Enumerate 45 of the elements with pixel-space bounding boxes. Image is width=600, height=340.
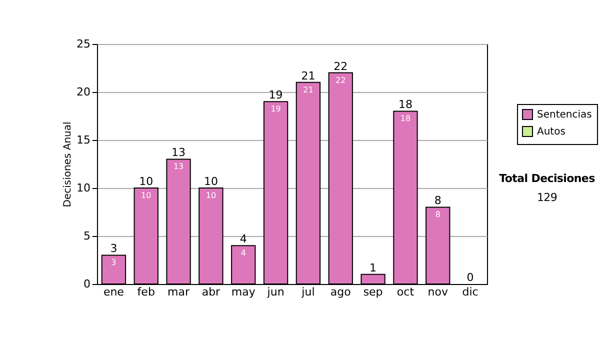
x-tick-label: nov [428, 286, 448, 298]
data-label: 4 [240, 248, 246, 258]
total-label: 3 [110, 242, 118, 256]
total-label: 13 [172, 146, 186, 160]
text: Total Decisiones [498, 172, 596, 185]
x-tick-label: abr [202, 286, 221, 298]
x-tick-label: oct [396, 286, 415, 298]
data-label: 8 [435, 210, 440, 220]
x-tick-label: jun [266, 286, 284, 298]
text: 129 [536, 191, 558, 204]
x-tick-label: feb [137, 286, 155, 298]
total-label: 19 [268, 88, 283, 102]
total-label: 8 [434, 194, 442, 208]
total-label: 10 [139, 175, 154, 188]
total-label: 21 [301, 69, 316, 82]
data-label: 18 [400, 114, 411, 124]
data-label: 10 [206, 191, 216, 200]
x-tick-label: ene [103, 286, 124, 298]
x-tick-label: dic [462, 286, 478, 298]
y-tick-label: 0 [84, 278, 90, 290]
y-tick-label: 25 [76, 38, 90, 50]
y-tick-label: 5 [84, 230, 90, 242]
y-tick-label: 20 [76, 86, 90, 98]
data-label: 13 [173, 162, 184, 172]
y-tick-label: 15 [76, 134, 90, 146]
total-label: 4 [240, 232, 247, 246]
y-axis-title: Decisiones Anual [62, 122, 74, 208]
data-label: 10 [141, 191, 152, 200]
y-tick-label: 10 [76, 182, 90, 194]
legend-label: Autos [537, 126, 566, 138]
x-tick-label: sep [363, 286, 383, 298]
data-label: 19 [270, 104, 281, 114]
total-label: 18 [398, 98, 412, 112]
total-label: 1 [370, 261, 377, 274]
total-label: 22 [334, 60, 348, 73]
legend-label: Sentencias [537, 110, 592, 120]
total-label: 0 [466, 271, 474, 284]
data-label: 21 [303, 85, 314, 94]
total-label: 10 [204, 175, 218, 188]
x-tick-label: mar [168, 286, 190, 298]
x-tick-label: ago [330, 286, 352, 298]
x-tick-label: may [231, 286, 256, 298]
data-label: 22 [336, 76, 346, 85]
data-label: 3 [111, 258, 116, 268]
x-tick-label: jul [300, 286, 315, 298]
